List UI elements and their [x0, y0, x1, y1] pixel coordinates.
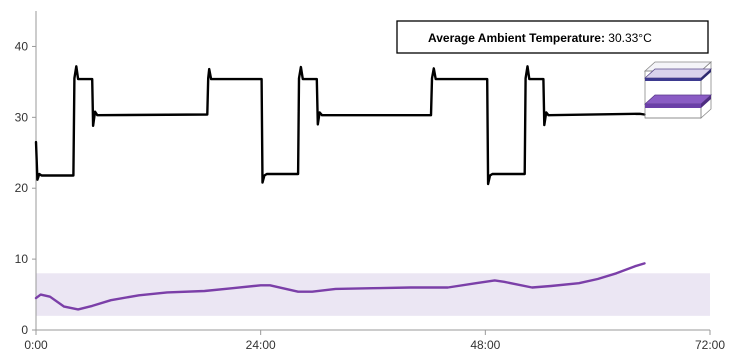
x-tick-label: 24:00 — [246, 338, 276, 352]
y-tick-label: 30 — [15, 110, 29, 124]
x-tick-label: 0:00 — [24, 338, 48, 352]
y-tick-label: 10 — [15, 252, 29, 266]
y-tick-label: 40 — [15, 39, 29, 53]
annotation-value: 30.33°C — [605, 31, 652, 45]
sensor-device-icon — [643, 61, 713, 119]
y-tick-label: 0 — [21, 323, 28, 337]
annotation-label: Average Ambient Temperature: — [428, 31, 605, 45]
purple-line — [34, 262, 646, 311]
annotation-box — [396, 20, 709, 54]
y-tick-label: 20 — [15, 181, 29, 195]
black-temperature-line — [34, 65, 646, 186]
chart-title — [0, 0, 731, 8]
x-tick-label: 72:00 — [695, 338, 725, 352]
x-tick-label: 48:00 — [470, 338, 500, 352]
annotation-text: Average Ambient Temperature: 30.33°C — [428, 31, 652, 45]
